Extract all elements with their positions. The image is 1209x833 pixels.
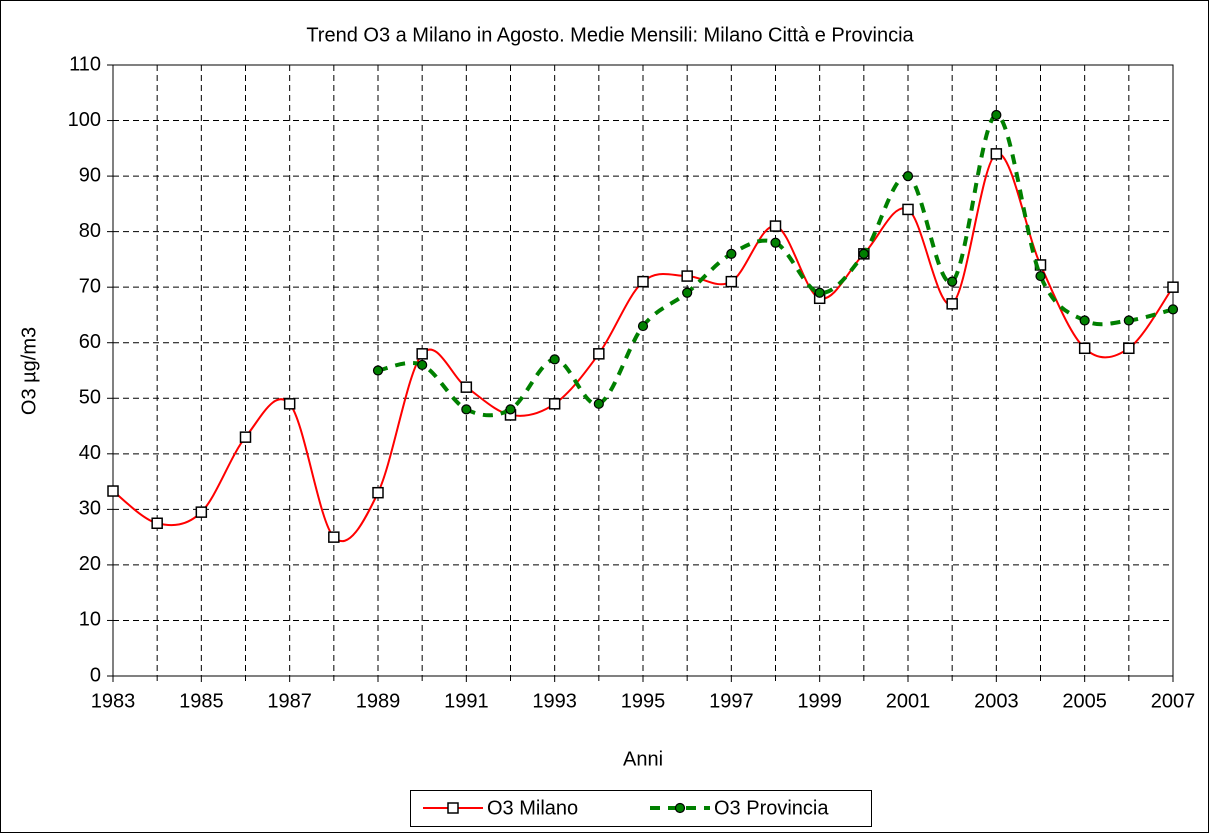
y-tick-label: 60 (79, 331, 101, 353)
marker (1079, 315, 1090, 326)
marker (107, 485, 119, 497)
x-tick-label: 1987 (267, 690, 312, 712)
marker (681, 270, 693, 282)
marker (1123, 342, 1135, 355)
marker (902, 203, 914, 216)
marker (902, 170, 914, 182)
marker (858, 248, 869, 259)
marker (417, 359, 428, 371)
y-tick-label: 30 (79, 498, 101, 520)
marker (991, 109, 1002, 121)
x-tick-label: 2003 (974, 690, 1019, 712)
y-tick-label: 40 (79, 442, 101, 464)
legend-box (410, 790, 872, 827)
marker (239, 431, 252, 443)
marker (637, 320, 649, 332)
y-tick-label: 110 (69, 53, 101, 75)
legend-marker (447, 802, 459, 814)
marker (725, 275, 738, 288)
x-tick-label: 1991 (444, 690, 489, 712)
y-tick-label: 80 (79, 220, 101, 242)
marker (990, 148, 1003, 160)
x-tick-label: 1983 (91, 690, 136, 712)
x-tick-label: 1993 (532, 690, 577, 712)
marker (328, 531, 340, 543)
x-tick-label: 1999 (797, 690, 842, 712)
x-tick-label: 1997 (709, 690, 754, 712)
x-tick-label: 1995 (621, 690, 666, 712)
marker (593, 398, 604, 409)
marker (637, 275, 649, 288)
legend-label: O3 Milano (487, 797, 578, 819)
y-tick-label: 0 (90, 664, 101, 686)
marker (682, 287, 693, 298)
marker (946, 298, 958, 310)
marker (461, 404, 472, 415)
y-tick-label: 100 (68, 109, 101, 131)
y-axis-label: O3 µg/m3 (18, 327, 40, 415)
x-tick-label: 1989 (356, 690, 401, 712)
y-tick-label: 70 (79, 275, 101, 297)
marker (947, 276, 958, 287)
marker (416, 348, 428, 360)
legend-label: O3 Provincia (714, 797, 829, 819)
marker (1167, 304, 1179, 315)
marker (1167, 281, 1179, 293)
marker (460, 381, 473, 393)
x-tick-label: 2007 (1151, 690, 1196, 712)
marker (505, 404, 516, 415)
marker (548, 398, 561, 410)
plot-frame (112, 64, 1174, 677)
marker (770, 237, 781, 248)
y-tick-label: 90 (79, 164, 101, 186)
marker (726, 248, 737, 259)
chart-title: Trend O3 a Milano in Agosto. Medie Mensi… (306, 24, 914, 46)
marker (372, 365, 384, 376)
x-tick-label: 2001 (886, 690, 931, 712)
x-tick-label: 1985 (179, 690, 224, 712)
marker (549, 354, 560, 365)
y-tick-label: 50 (79, 387, 101, 409)
series-line (377, 112, 1174, 418)
marker (372, 486, 384, 499)
marker (1123, 315, 1134, 326)
y-tick-label: 10 (79, 609, 101, 631)
marker (151, 517, 163, 529)
marker (814, 287, 825, 298)
marker (195, 506, 208, 518)
marker (593, 348, 605, 360)
x-axis-label: Anni (623, 748, 663, 770)
x-tick-label: 2005 (1062, 690, 1107, 712)
marker (1035, 270, 1046, 282)
y-tick-label: 20 (79, 553, 101, 575)
marker (769, 220, 782, 232)
marker (283, 398, 296, 410)
marker (1078, 342, 1091, 355)
legend-marker (674, 802, 686, 814)
